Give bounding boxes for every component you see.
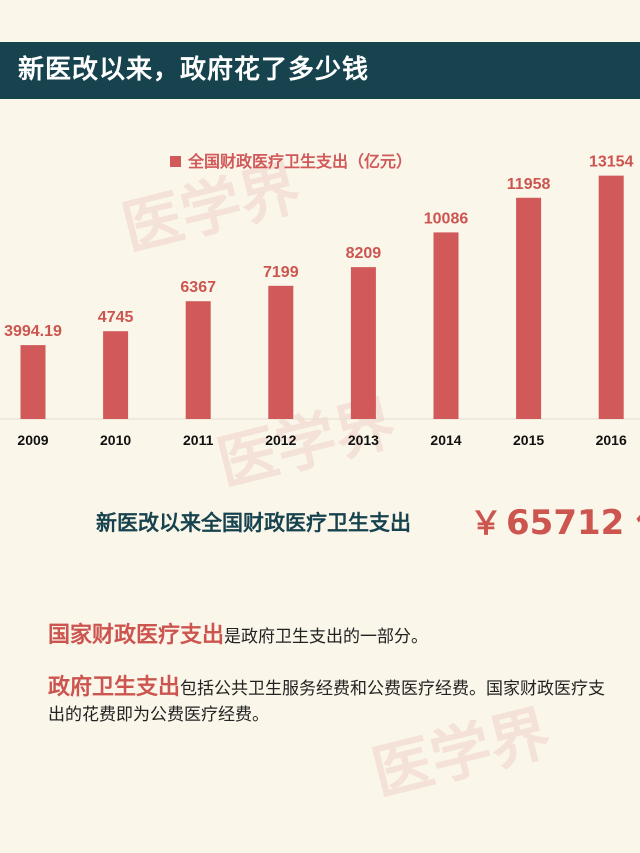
x-tick-2015: 2015 (513, 432, 544, 448)
paragraph-1-text: 是政府卫生支出的一部分。 (224, 627, 429, 647)
bar-2010 (103, 331, 129, 419)
paragraph-2-key: 政府卫生支出 (48, 675, 181, 700)
currency-symbol: ￥ (470, 504, 503, 542)
value-label-2012: 7199 (263, 264, 299, 281)
bar-2016 (598, 175, 624, 419)
value-label-2015: 11958 (507, 176, 551, 193)
x-tick-2009: 2009 (17, 432, 48, 448)
x-tick-2014: 2014 (430, 432, 461, 448)
x-tick-2012: 2012 (265, 432, 296, 448)
x-tick-2013: 2013 (348, 432, 379, 448)
bar-chart: 全国财政医疗卫生支出（亿元） 3994.19 2009 4745 2010 6367 20… (0, 152, 640, 448)
summary-amount: ￥65712 亿 (470, 495, 640, 544)
value-label-2011: 6367 (180, 279, 216, 296)
value-label-2016: 13154 (589, 154, 634, 171)
bar-2011 (185, 301, 211, 419)
paragraph-1-key: 国家财政医疗支出 (48, 623, 225, 648)
x-tick-2010: 2010 (100, 432, 131, 448)
bar-2012 (268, 285, 294, 419)
bar-2015 (516, 197, 542, 419)
legend-label: 全国财政医疗卫生支出（亿元） (187, 152, 412, 171)
paragraph-2-text: 包括公共卫生服务经费和公费医疗经费。国家财政医疗支出的花费即为公费医疗经费。 (48, 679, 606, 725)
x-tick-2016: 2016 (596, 432, 627, 448)
x-tick-2011: 2011 (183, 432, 214, 448)
chart-legend: 全国财政医疗卫生支出（亿元） (170, 152, 412, 171)
paragraph-1: 国家财政医疗支出是政府卫生支出的一部分。 (48, 623, 618, 650)
summary-row: 新医改以来全国财政医疗卫生支出 ￥65712 亿 (0, 495, 640, 545)
page-title: 新医改以来，政府花了多少钱 (0, 42, 640, 99)
bar-2013 (350, 267, 376, 419)
value-label-2009: 3994.19 (4, 323, 62, 340)
value-label-2014: 10086 (424, 210, 469, 227)
value-label-2010: 4745 (98, 309, 134, 326)
value-label-2013: 8209 (346, 245, 382, 262)
bar-2009 (20, 345, 46, 419)
total-amount: 65712 亿 (506, 503, 640, 543)
bar-2014 (433, 232, 459, 419)
paragraph-2: 政府卫生支出包括公共卫生服务经费和公费医疗经费。国家财政医疗支出的花费即为公费医… (48, 675, 618, 728)
summary-text: 新医改以来全国财政医疗卫生支出 (96, 511, 411, 535)
legend-swatch (170, 156, 181, 167)
